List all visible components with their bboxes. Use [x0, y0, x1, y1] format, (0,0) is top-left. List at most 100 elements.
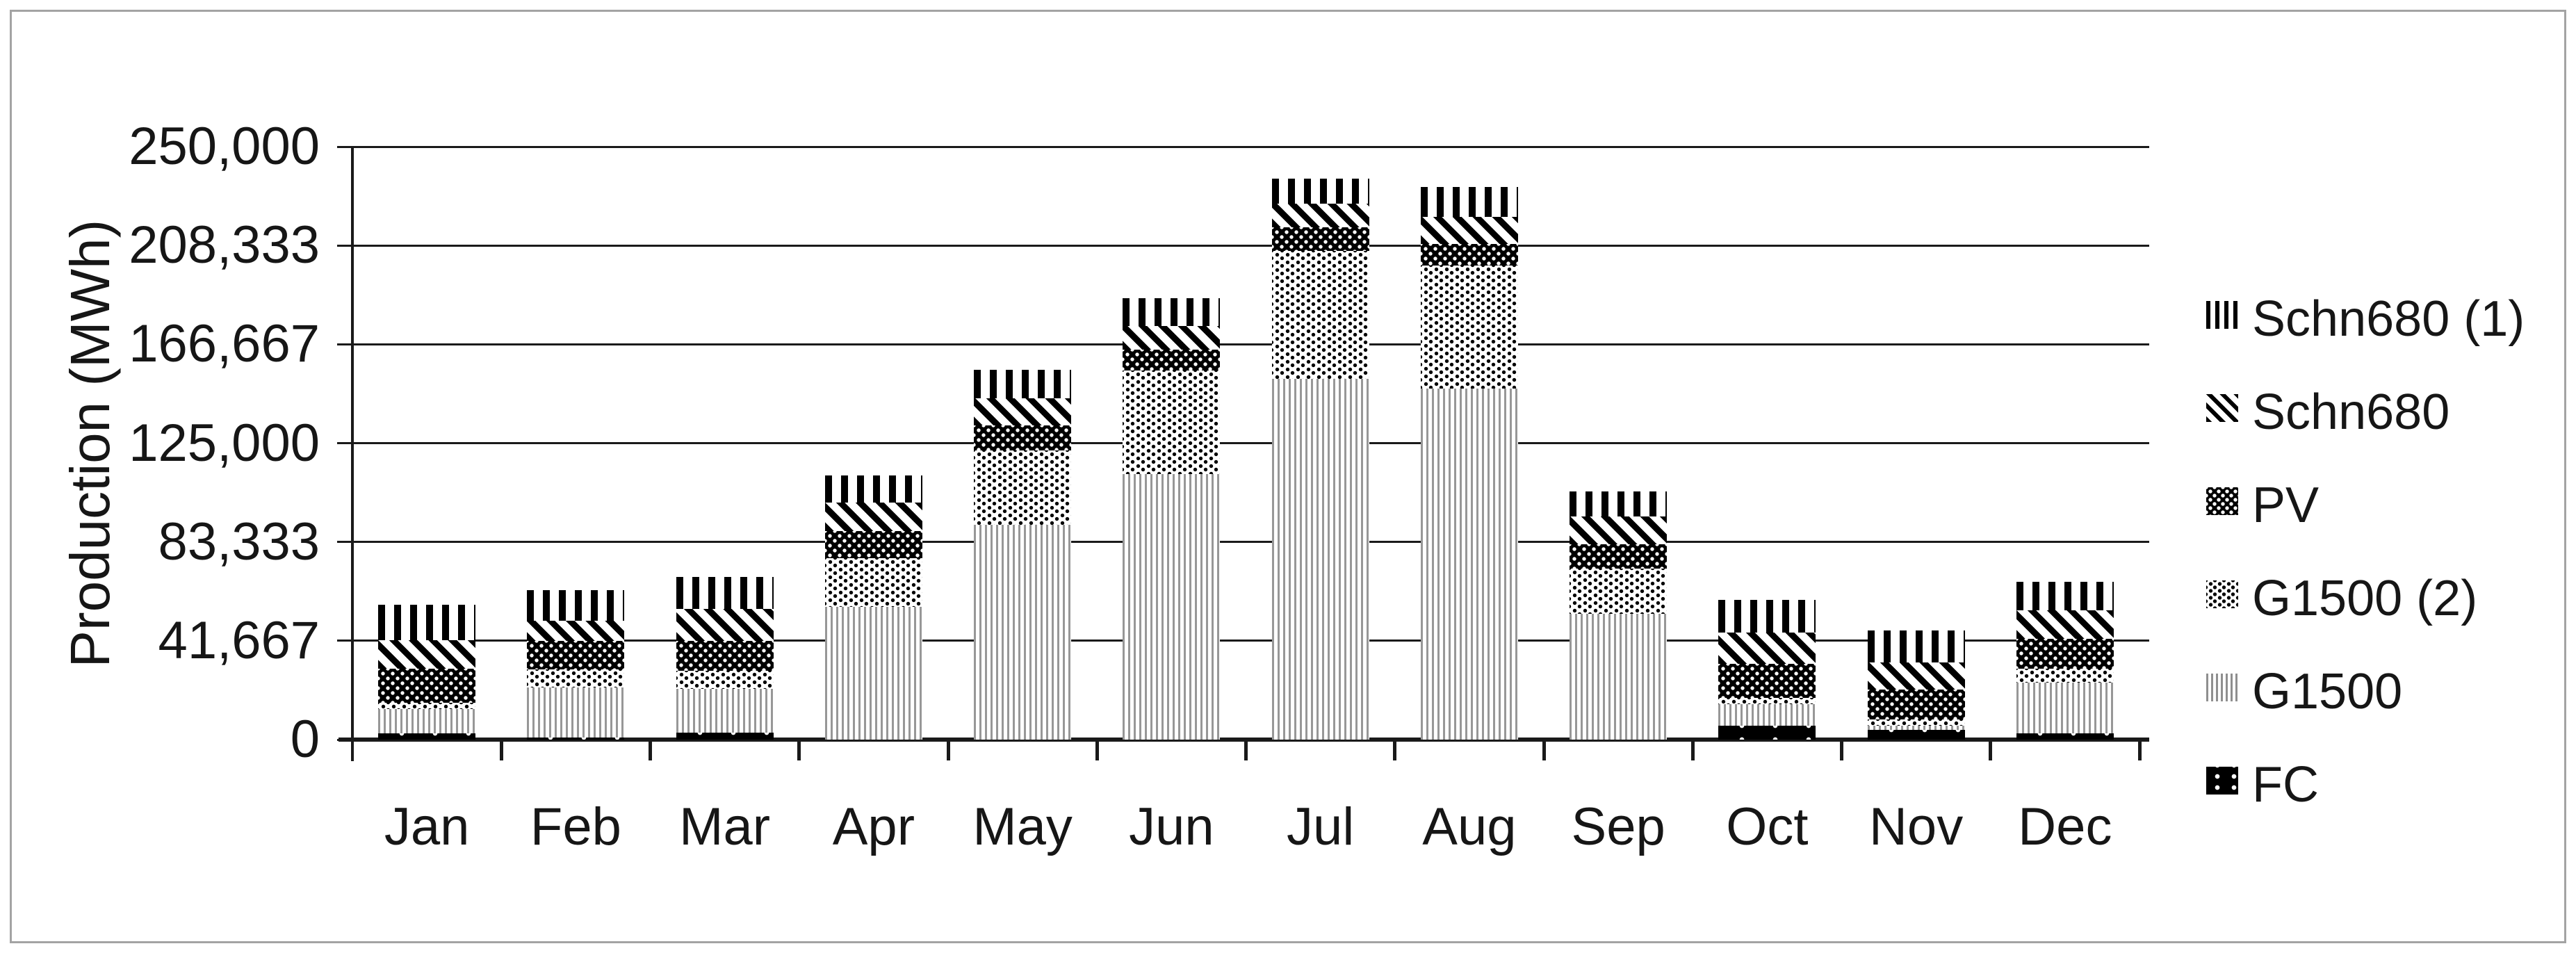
bar-segment-g1500	[1867, 725, 1965, 731]
bar-segment-g1500	[1271, 379, 1369, 740]
legend-label: FC	[2252, 757, 2319, 813]
bar-segment-g1500	[676, 688, 774, 733]
y-axis-tick	[337, 640, 352, 642]
x-axis-tick	[1244, 740, 1248, 760]
x-axis-tick	[946, 740, 950, 760]
y-tick-label: 83,333	[158, 512, 320, 571]
bar-segment-g1500	[2016, 683, 2114, 734]
y-tick-label: 41,667	[158, 610, 320, 670]
bar-segment-schn680	[974, 398, 1072, 425]
bar-segment-schn6801	[824, 475, 922, 503]
x-axis-tick	[499, 740, 503, 760]
x-axis-tick	[797, 740, 801, 760]
bar-segment-schn680	[676, 609, 774, 642]
black-solid-dots-icon	[2206, 767, 2238, 795]
bar-segment-schn6801	[1570, 491, 1668, 517]
bar-segment-schn6801	[1867, 630, 1965, 663]
bar-segment-schn680	[1718, 633, 1816, 664]
bar-segment-g15002	[527, 669, 625, 687]
bar-segment-pv	[1420, 243, 1518, 266]
bar-segment-fc	[2016, 733, 2114, 740]
x-axis-tick	[1840, 740, 1843, 760]
gridline	[339, 442, 2149, 444]
gray-vertical-lines-icon	[2206, 674, 2238, 701]
bar-segment-g15002	[676, 671, 774, 689]
bar-segment-pv	[527, 641, 625, 670]
bar-segment-schn680	[527, 621, 625, 642]
gridline	[339, 738, 2149, 742]
bar-segment-g15002	[1420, 265, 1518, 389]
x-axis-tick	[1393, 740, 1397, 760]
bar-segment-schn680	[1420, 216, 1518, 244]
y-axis-tick	[337, 343, 352, 345]
bar-segment-pv	[676, 641, 774, 671]
x-category-label: Aug	[1422, 797, 1517, 856]
y-tick-label: 0	[290, 710, 320, 769]
y-axis-tick	[337, 738, 352, 741]
bar-segment-g15002	[378, 703, 476, 709]
bar-segment-g15002	[974, 450, 1072, 526]
legend-label: PV	[2252, 478, 2320, 533]
bar-segment-pv	[378, 668, 476, 703]
bar-segment-g1500	[974, 525, 1072, 740]
bar-segment-fc	[527, 737, 625, 740]
x-category-label: Jan	[384, 797, 470, 856]
y-axis-tick	[337, 244, 352, 247]
bar-segment-schn6801	[1718, 599, 1816, 633]
gridline	[339, 640, 2149, 642]
bar-segment-g1500	[824, 606, 922, 740]
bar-segment-pv	[824, 530, 922, 558]
bar-segment-g15002	[1867, 719, 1965, 726]
bar-segment-fc	[1718, 725, 1816, 740]
bar-segment-schn6801	[378, 604, 476, 640]
x-category-label: Feb	[530, 797, 621, 856]
bar-segment-schn680	[824, 502, 922, 531]
bar-segment-g1500	[527, 687, 625, 738]
x-category-label: Nov	[1869, 797, 1964, 856]
legend-label: G1500	[2252, 664, 2403, 719]
bar-segment-fc	[1867, 730, 1965, 740]
x-category-label: Oct	[1726, 797, 1809, 856]
legend-label: Schn680 (1)	[2252, 291, 2525, 347]
bar-segment-pv	[1867, 690, 1965, 719]
x-axis-tick	[1095, 740, 1099, 760]
bar-segment-schn6801	[1420, 187, 1518, 217]
gridline	[339, 541, 2149, 544]
bar-segment-schn680	[1123, 325, 1221, 350]
bar-segment-schn680	[1271, 203, 1369, 227]
legend-label: Schn680	[2252, 384, 2450, 440]
black-white-dots-icon	[2206, 487, 2238, 515]
x-axis-tick	[1989, 740, 1993, 760]
y-tick-label: 125,000	[129, 413, 320, 473]
gridline	[339, 343, 2149, 345]
x-axis-tick	[1542, 740, 1546, 760]
x-category-label: Apr	[832, 797, 915, 856]
y-tick-label: 250,000	[129, 117, 320, 176]
x-axis-tick	[1690, 740, 1695, 760]
x-category-label: Jul	[1287, 797, 1355, 856]
y-tick-label: 166,667	[129, 314, 320, 374]
vertical-bars-icon	[2206, 301, 2238, 329]
speckle-dots-icon	[2206, 580, 2238, 608]
y-axis-tick	[337, 442, 352, 444]
bar-segment-schn680	[1570, 516, 1668, 544]
x-axis-tick	[649, 740, 652, 760]
bar-segment-g15002	[1271, 251, 1369, 380]
gridline	[339, 244, 2149, 247]
bar-segment-pv	[1271, 227, 1369, 252]
x-category-label: Mar	[679, 797, 771, 856]
bar-segment-pv	[1123, 349, 1221, 371]
bar-segment-pv	[974, 425, 1072, 450]
bar-segment-schn6801	[974, 369, 1072, 398]
bar-segment-schn6801	[1271, 179, 1369, 204]
bar-segment-schn680	[378, 640, 476, 669]
bar-segment-g1500	[1570, 614, 1668, 740]
y-tick-label: 208,333	[129, 215, 320, 275]
bar-segment-g15002	[2016, 668, 2114, 683]
bar-segment-g15002	[1570, 569, 1668, 614]
bar-segment-schn680	[1867, 662, 1965, 690]
bar-segment-schn6801	[2016, 582, 2114, 611]
y-axis-tick	[337, 145, 352, 148]
bar-segment-g1500	[1123, 473, 1221, 740]
